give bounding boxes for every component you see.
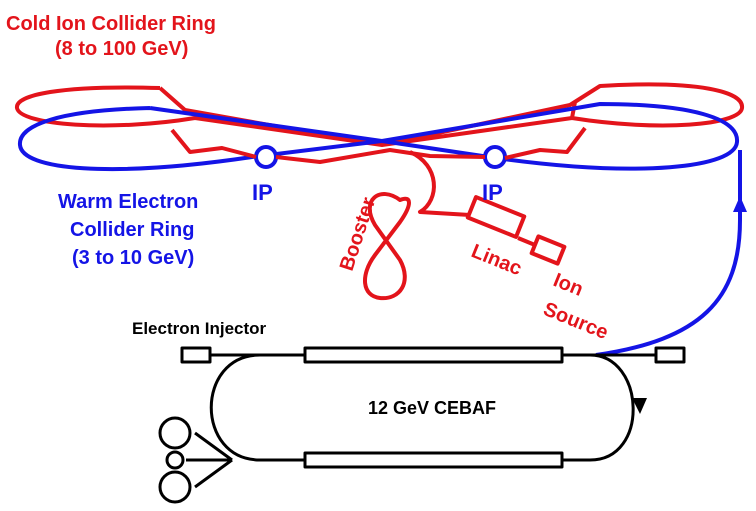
- ion-source-label-line2: Source: [540, 298, 611, 344]
- cebaf-extraction-box: [654, 346, 686, 364]
- hall-lines: [186, 431, 233, 489]
- booster-label: Booster: [336, 195, 380, 274]
- ion-ring-energy: (8 to 100 GeV): [55, 38, 188, 60]
- electron-ring-energy: (3 to 10 GeV): [72, 247, 194, 269]
- electron-injector-label: Electron Injector: [132, 319, 267, 338]
- ion-ring-right-jog: [504, 126, 587, 160]
- ip-right-label: IP: [482, 180, 503, 205]
- hall-a-icon: [158, 416, 192, 450]
- ion-ring-title: Cold Ion Collider Ring: [6, 13, 216, 35]
- ion-ring-overlap: [170, 126, 587, 164]
- cebaf-label: 12 GeV CEBAF: [368, 398, 496, 418]
- booster-transfer-line: [409, 150, 471, 217]
- hall-b-icon: [165, 450, 185, 470]
- electron-ring-line2: Collider Ring: [70, 219, 194, 241]
- cebaf-racetrack: [158, 346, 686, 504]
- ion-ring-center-link: [275, 148, 486, 164]
- linac-label: Linac: [468, 240, 525, 280]
- ip-right-marker: [483, 145, 507, 169]
- linac-box: [465, 195, 527, 239]
- hall-c-icon: [158, 470, 192, 504]
- ip-left-marker: [254, 145, 278, 169]
- ion-source-box: [529, 234, 567, 266]
- cebaf-top-linac: [303, 346, 564, 364]
- linac-to-source-line: [517, 236, 536, 247]
- cebaf-arrow: [632, 398, 647, 414]
- ion-ring-path: [15, 82, 744, 147]
- ip-left-label: IP: [252, 180, 273, 205]
- electron-transfer-arrow: [733, 196, 747, 212]
- electron-ring-path: [17, 102, 739, 172]
- cebaf-bottom-linac: [303, 451, 564, 469]
- ion-collider-ring: [15, 82, 744, 147]
- electron-injector-box: [180, 346, 212, 364]
- booster-figure8: [362, 192, 411, 301]
- ion-source-label-line1: Ion: [550, 269, 586, 301]
- electron-transfer-line: [595, 150, 742, 357]
- ion-injector-complex: [362, 150, 567, 301]
- electron-ring-line1: Warm Electron: [58, 191, 198, 213]
- ion-ring-left-jog: [170, 128, 257, 159]
